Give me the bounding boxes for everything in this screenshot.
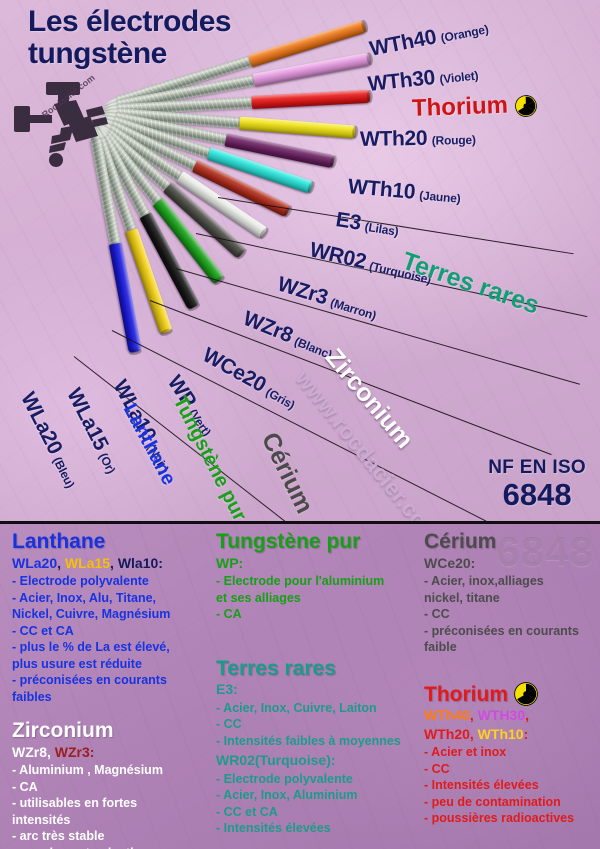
legend-item: - Intensités élevées xyxy=(216,821,331,836)
label-wth20: WTh20 (Rouge) xyxy=(359,126,476,151)
legend-item: - utilisables en fortes xyxy=(12,796,138,811)
legend-item: intensités xyxy=(12,812,71,827)
legend-item: - Aluminium , Magnésium xyxy=(12,763,163,778)
legend-item: - préconisées en courants xyxy=(424,623,579,638)
family-label-thorium: Thorium xyxy=(412,91,538,123)
electrode-color-band xyxy=(251,89,373,109)
label-wth10: WTh10 (Jaune) xyxy=(347,175,462,206)
legend-item: - Electrode polyvalente xyxy=(12,574,149,589)
legend-item: - poussières radioactives xyxy=(424,811,575,826)
legend-item: - Intensités faibles à moyennes xyxy=(216,733,401,748)
electrode-color-band xyxy=(239,116,359,139)
legend-item: et ses alliages xyxy=(216,590,301,605)
legend-header-thorium: Thorium xyxy=(424,681,596,707)
legend-item: - Acier, Inox, Cuivre, Laiton xyxy=(216,700,377,715)
legend-item: - CC xyxy=(424,607,450,622)
diagram-panel: Les électrodes tungstène xyxy=(0,0,600,523)
legend-item: Nickel, Cuivre, Magnésium xyxy=(12,607,171,622)
radiation-trefoil-icon xyxy=(514,95,537,117)
legend-block-thorium: Thorium WTh40, WTH30, xyxy=(424,681,596,827)
legend-item: - Acier, Inox, Alu, Titane, xyxy=(12,590,157,605)
legend-block-zirconium: Zirconium WZr8, WZr3: - Aluminium , Magn… xyxy=(12,719,212,849)
label-wzr8: WZr8 (Blanc) xyxy=(239,306,334,362)
legend-item: - CC et CA xyxy=(12,623,74,638)
welder-logo-icon: Rocdacier.com xyxy=(6,73,126,176)
standard-reference: NF EN ISO 6848 xyxy=(488,457,586,512)
legend-column-lanthane-zirconium: Lanthane WLa20, WLa15, Wla10: - Electrod… xyxy=(12,530,212,849)
legend-panel: 6848 Lanthane WLa20, WLa15, Wla10: - Ele… xyxy=(0,524,600,849)
label-wth30: WTh30 (Violet) xyxy=(366,66,479,96)
legend-block-terres-rares: Terres rares E3: - Acier, Inox, Cuivre, … xyxy=(216,657,416,837)
legend-item: - Intensités élevées xyxy=(424,778,539,793)
legend-grades-thorium-line1: WTh40, WTH30, xyxy=(424,707,530,724)
legend-item: - CC et CA xyxy=(216,804,278,819)
legend-header-zirconium: Zirconium xyxy=(12,719,114,743)
legend-item: - Electrode pour l'aluminium xyxy=(216,574,385,589)
standard-line1: NF EN ISO xyxy=(488,457,586,478)
legend-item: - peu de contamination xyxy=(12,845,212,849)
legend-item: - Acier et inox xyxy=(424,745,507,760)
legend-item: - peu de contamination xyxy=(424,794,561,809)
legend-column-tungstene-terres: Tungstène pur WP: - Electrode pour l'alu… xyxy=(216,530,416,843)
legend-item: - Acier, inox,alliages xyxy=(424,574,544,589)
legend-item: faible xyxy=(424,640,457,655)
legend-grades-thorium-line2: WTh20, WTh10: xyxy=(424,725,529,742)
legend-item: - Electrode polyvalente xyxy=(216,771,353,786)
panel-divider xyxy=(0,521,600,524)
legend-column-cerium-thorium: Cérium WCe20: - Acier, inox,alliages nic… xyxy=(424,530,596,833)
legend-block-tungstene-pur: Tungstène pur WP: - Electrode pour l'alu… xyxy=(216,530,416,623)
legend-block-cerium: Cérium WCe20: - Acier, inox,alliages nic… xyxy=(424,530,596,656)
legend-grades-zirconium: WZr8, WZr3: xyxy=(12,743,95,760)
ghost-standard-number: 6848 xyxy=(496,528,594,575)
legend-subheader-e3: E3: xyxy=(216,681,238,698)
legend-grades-cerium: WCe20: xyxy=(424,554,476,571)
legend-grades-lanthane: WLa20, WLa15, Wla10: xyxy=(12,554,163,571)
label-wce20: WCe20 (Gris) xyxy=(198,343,298,413)
legend-subheader-wr02: WR02(Turquoise): xyxy=(216,752,336,769)
legend-item: - CC xyxy=(424,761,450,776)
legend-item: faibles xyxy=(12,689,52,704)
legend-item: - plus le % de La est élevé, xyxy=(12,640,170,655)
legend-item: plus usure est réduite xyxy=(12,656,142,671)
legend-grades-tungstene: WP: xyxy=(216,554,244,571)
legend-item: nickel, titane xyxy=(424,590,500,605)
legend-header-cerium: Cérium xyxy=(424,530,497,553)
legend-item: - préconisées en courants xyxy=(12,673,167,688)
legend-item: - arc très stable xyxy=(12,829,105,844)
legend-item: - CC xyxy=(216,717,242,732)
legend-item: - CA xyxy=(12,779,38,794)
legend-item: - CA xyxy=(216,607,242,622)
label-wzr3: WZr3 (Marron) xyxy=(274,272,378,323)
legend-header-terres-rares: Terres rares xyxy=(216,656,336,680)
page-title: Les électrodes tungstène xyxy=(28,5,232,71)
standard-line2: 6848 xyxy=(502,477,572,512)
legend-header-lanthane: Lanthane xyxy=(12,530,106,553)
legend-block-lanthane: Lanthane WLa20, WLa15, Wla10: - Electrod… xyxy=(12,530,212,705)
legend-header-tungstene-pur: Tungstène pur xyxy=(216,530,361,553)
radiation-trefoil-icon xyxy=(514,681,538,706)
label-wth40: WTh40 (Orange) xyxy=(367,22,490,61)
label-e3: E3 (Lilas) xyxy=(334,208,400,239)
legend-item: - Acier, Inox, Aluminium xyxy=(216,788,358,803)
